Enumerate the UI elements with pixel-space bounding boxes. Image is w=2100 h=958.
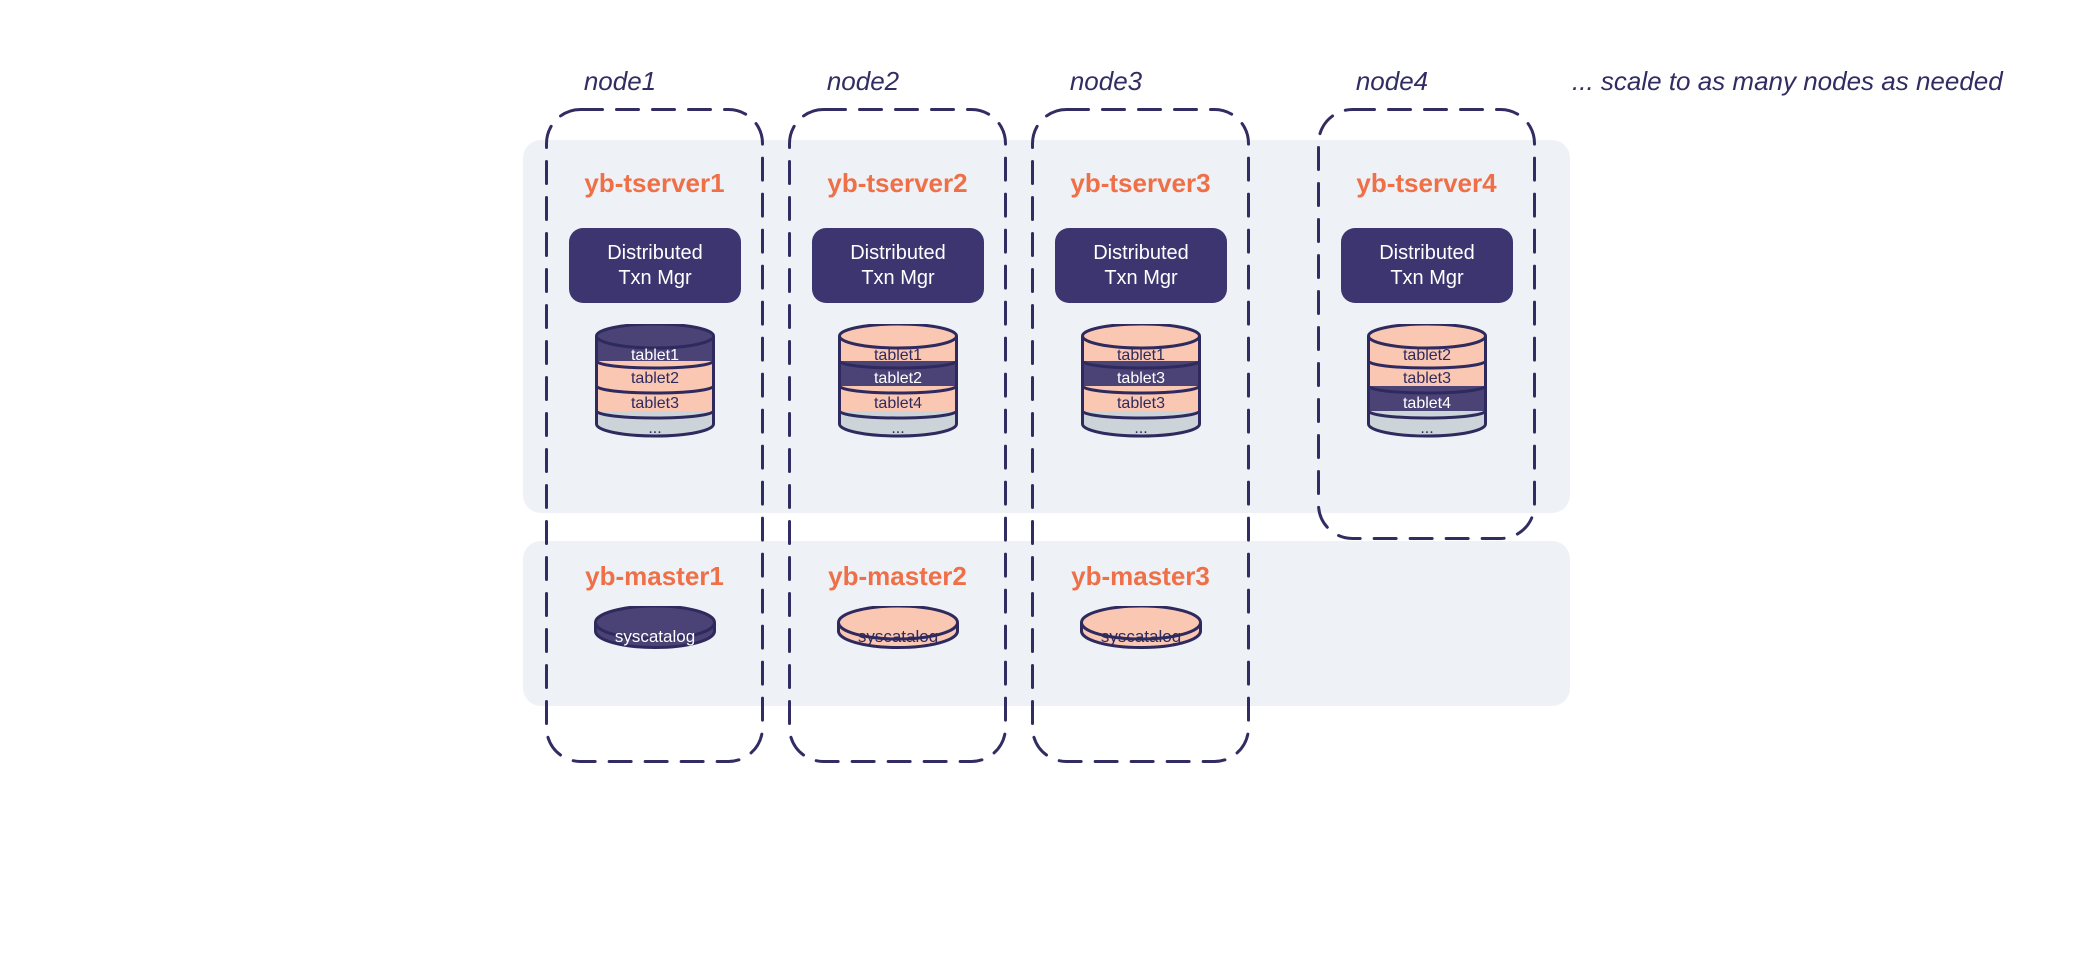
svg-text:tablet3: tablet3 [1116,370,1164,387]
svg-text:tablet4: tablet4 [873,395,921,412]
svg-text:syscatalog: syscatalog [614,627,694,646]
svg-text:tablet1: tablet1 [873,347,921,364]
svg-text:tablet2: tablet2 [630,370,678,387]
svg-text:tablet2: tablet2 [1402,347,1450,364]
svg-text:tablet3: tablet3 [630,395,678,412]
svg-text:tablet3: tablet3 [1116,395,1164,412]
svg-text:...: ... [648,420,661,437]
svg-text:tablet1: tablet1 [1116,347,1164,364]
svg-text:tablet4: tablet4 [1402,395,1450,412]
svg-text:tablet1: tablet1 [630,347,678,364]
svg-text:tablet2: tablet2 [873,370,921,387]
svg-text:...: ... [891,420,904,437]
svg-text:tablet3: tablet3 [1402,370,1450,387]
svg-text:...: ... [1134,420,1147,437]
svg-text:syscatalog: syscatalog [1100,627,1180,646]
svg-text:...: ... [1420,420,1433,437]
svg-text:syscatalog: syscatalog [857,627,937,646]
